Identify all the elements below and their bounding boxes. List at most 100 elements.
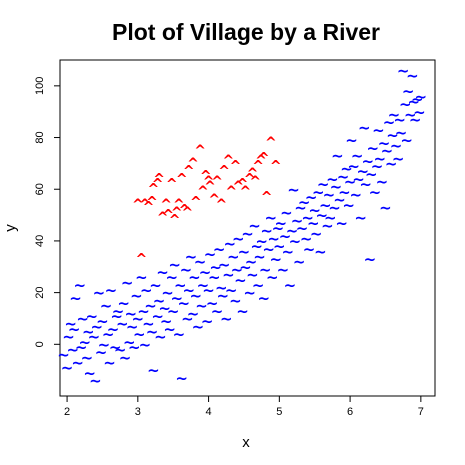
- blue-tilde-point: ~: [400, 132, 413, 150]
- blue-tilde-point: ~: [216, 287, 229, 305]
- red-caret-point: ^: [179, 202, 191, 218]
- blue-tilde-point: ~: [66, 341, 79, 359]
- blue-tilde-point: ~: [308, 201, 321, 219]
- red-caret-point: ^: [244, 171, 256, 187]
- blue-tilde-point: ~: [130, 287, 143, 305]
- blue-tilde-point: ~: [140, 282, 153, 300]
- blue-tilde-point: ~: [415, 88, 428, 106]
- red-caret-point: ^: [215, 197, 227, 213]
- blue-tilde-point: ~: [213, 240, 226, 258]
- blue-tilde-point: ~: [378, 134, 391, 152]
- blue-tilde-point: ~: [272, 220, 285, 238]
- blue-tilde-point: ~: [98, 336, 111, 354]
- blue-tilde-point: ~: [174, 276, 187, 294]
- blue-tilde-point: ~: [114, 341, 127, 359]
- blue-tilde-point: ~: [147, 362, 160, 380]
- blue-tilde-point: ~: [211, 302, 224, 320]
- blue-tilde-point: ~: [372, 121, 385, 139]
- blue-tilde-point: ~: [93, 284, 106, 302]
- blue-tilde-point: ~: [354, 209, 367, 227]
- blue-tilde-point: ~: [222, 266, 235, 284]
- blue-tilde-point: ~: [117, 295, 130, 313]
- blue-tilde-point: ~: [358, 119, 371, 137]
- blue-tilde-point: ~: [407, 93, 420, 111]
- blue-tilde-point: ~: [359, 176, 372, 194]
- blue-tilde-point: ~: [293, 253, 306, 271]
- y-tick-label: 60: [34, 183, 46, 195]
- blue-tilde-point: ~: [173, 326, 186, 344]
- blue-tilde-point: ~: [317, 176, 330, 194]
- x-tick-label: 7: [418, 406, 424, 418]
- blue-tilde-point: ~: [232, 230, 245, 248]
- blue-tilde-point: ~: [75, 338, 88, 356]
- blue-tilde-point: ~: [175, 369, 188, 387]
- blue-tilde-point: ~: [246, 266, 259, 284]
- blue-tilde-point: ~: [119, 349, 132, 367]
- blue-tilde-point: ~: [406, 67, 419, 85]
- blue-tilde-point: ~: [321, 217, 334, 235]
- blue-tilde-point: ~: [239, 258, 252, 276]
- blue-tilde-point: ~: [352, 170, 365, 188]
- blue-tilde-point: ~: [326, 170, 339, 188]
- blue-tilde-point: ~: [303, 240, 316, 258]
- blue-tilde-point: ~: [89, 372, 102, 390]
- x-tick-label: 4: [206, 406, 212, 418]
- blue-tilde-point: ~: [248, 217, 261, 235]
- blue-tilde-point: ~: [185, 248, 198, 266]
- blue-tilde-point: ~: [209, 258, 222, 276]
- blue-tilde-point: ~: [340, 160, 353, 178]
- red-caret-point: ^: [190, 195, 202, 211]
- blue-tilde-point: ~: [144, 297, 157, 315]
- blue-tilde-point: ~: [202, 282, 215, 300]
- red-caret-point: ^: [146, 195, 158, 211]
- blue-tilde-point: ~: [289, 233, 302, 251]
- blue-tilde-point: ~: [220, 310, 233, 328]
- blue-tilde-point: ~: [124, 305, 137, 323]
- x-tick-label: 2: [64, 406, 70, 418]
- blue-tilde-point: ~: [153, 292, 166, 310]
- blue-tilde-point: ~: [61, 359, 74, 377]
- blue-tilde-point: ~: [291, 212, 304, 230]
- red-caret-point: ^: [136, 251, 148, 267]
- blue-tilde-point: ~: [103, 354, 116, 372]
- blue-tilde-point: ~: [91, 318, 104, 336]
- blue-tilde-point: ~: [109, 338, 122, 356]
- red-caret-point: ^: [252, 158, 264, 174]
- red-caret-point: ^: [225, 184, 237, 200]
- red-caret-point: ^: [200, 169, 212, 185]
- blue-tilde-point: ~: [409, 111, 422, 129]
- blue-tilde-point: ~: [151, 307, 164, 325]
- blue-tilde-point: ~: [357, 163, 370, 181]
- blue-tilde-point: ~: [335, 214, 348, 232]
- blue-tilde-point: ~: [331, 147, 344, 165]
- y-axis: 0 20 40 60 80 100: [34, 77, 60, 347]
- red-caret-point: ^: [152, 176, 164, 192]
- blue-tilde-point: ~: [137, 302, 150, 320]
- blue-tilde-point: ~: [102, 326, 115, 344]
- blue-tilde-point: ~: [253, 248, 266, 266]
- blue-tilde-point: ~: [161, 284, 174, 302]
- blue-tilde-point: ~: [280, 204, 293, 222]
- blue-tilde-point: ~: [112, 302, 125, 320]
- blue-tilde-point: ~: [83, 364, 96, 382]
- blue-tilde-point: ~: [167, 302, 180, 320]
- red-caret-point: ^: [162, 207, 174, 223]
- blue-tilde-point: ~: [76, 310, 89, 328]
- blue-tilde-point: ~: [229, 292, 242, 310]
- blue-tilde-point: ~: [181, 310, 194, 328]
- blue-tilde-point: ~: [192, 318, 205, 336]
- data-points: ^^^^^^^^^^^^^^^^^^^^^^^^^^^^^^^^^^^^^^^^…: [57, 62, 427, 390]
- blue-tilde-point: ~: [116, 315, 129, 333]
- x-tick-label: 5: [276, 406, 282, 418]
- x-tick-label: 3: [135, 406, 141, 418]
- blue-tilde-point: ~: [238, 243, 251, 261]
- blue-tilde-point: ~: [347, 158, 360, 176]
- blue-tilde-point: ~: [195, 297, 208, 315]
- blue-tilde-point: ~: [225, 282, 238, 300]
- red-caret-point: ^: [208, 192, 220, 208]
- red-caret-point: ^: [249, 174, 261, 190]
- blue-tilde-point: ~: [376, 173, 389, 191]
- blue-tilde-point: ~: [413, 103, 426, 121]
- plot-area-frame: [59, 59, 436, 397]
- blue-tilde-point: ~: [397, 62, 410, 80]
